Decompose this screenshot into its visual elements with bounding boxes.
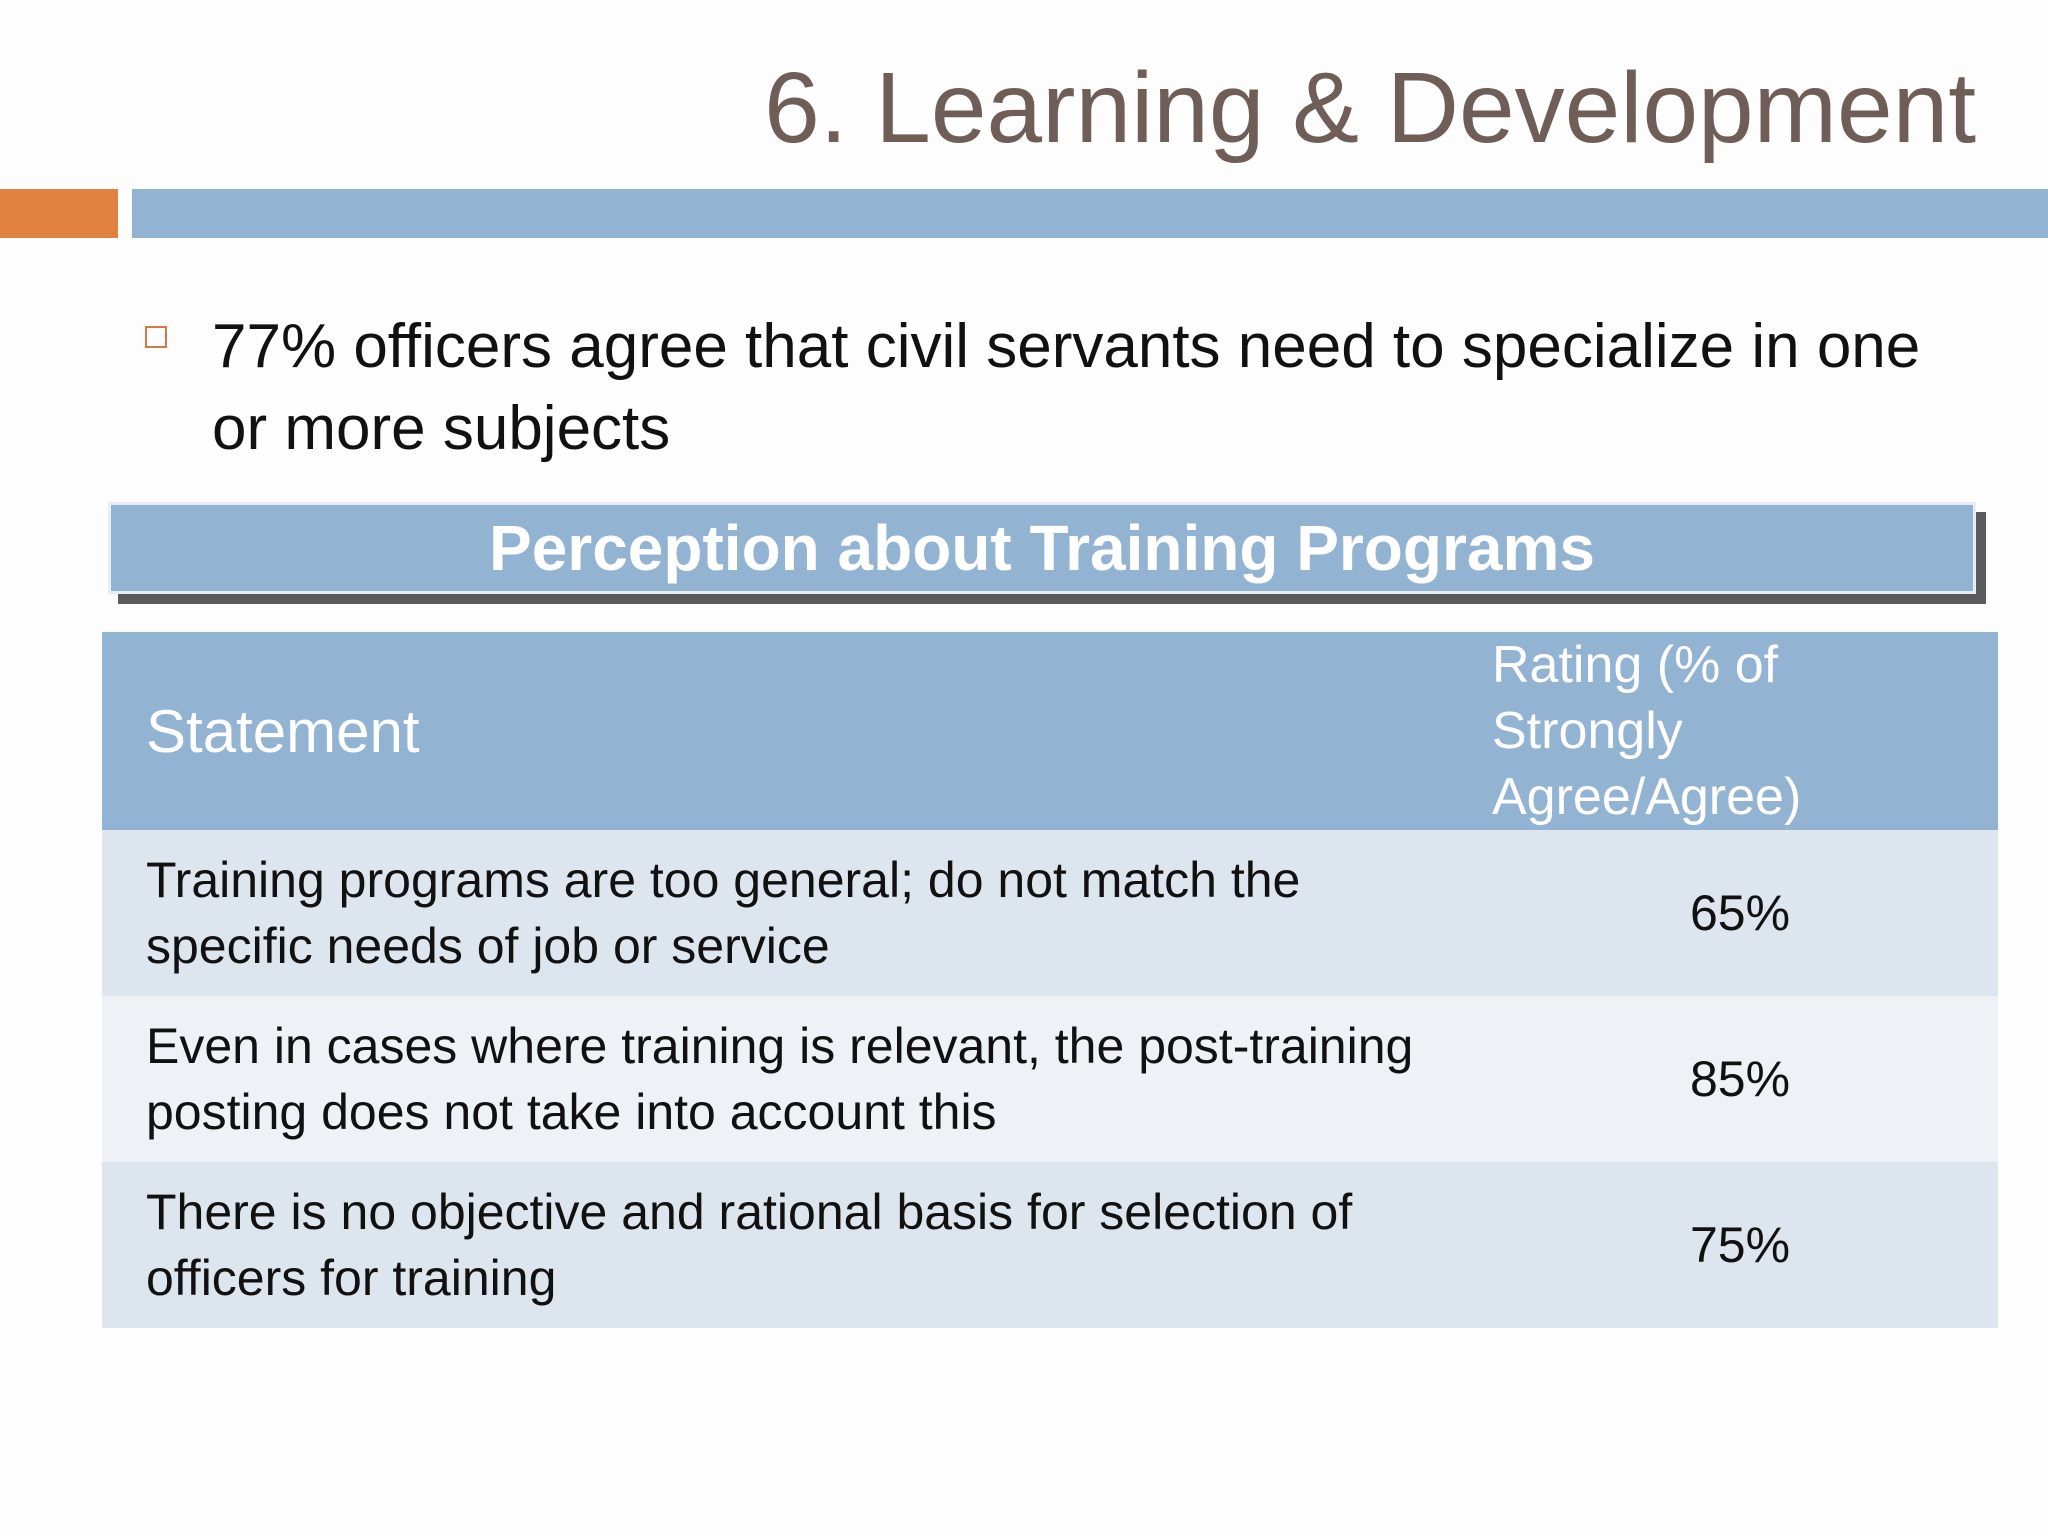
table-header-row: Statement Rating (% of Strongly Agree/Ag… [102,632,1998,830]
statement-cell: Even in cases where training is relevant… [102,996,1492,1162]
accent-bar [0,189,118,238]
column-header-statement: Statement [102,632,1492,830]
rating-cell: 75% [1492,1162,1998,1328]
table-title: Perception about Training Programs [108,502,1976,594]
bullet-text: 77% officers agree that civil servants n… [212,312,1921,463]
statement-cell: There is no objective and rational basis… [102,1162,1492,1328]
rating-cell: 65% [1492,830,1998,996]
header-divider-bar [132,189,2048,238]
column-header-rating: Rating (% of Strongly Agree/Agree) [1492,632,1998,830]
slide-title: 6. Learning & Development [764,52,1976,164]
bullet-square-icon [145,326,167,348]
statement-cell: Training programs are too general; do no… [102,830,1492,996]
rating-cell: 85% [1492,996,1998,1162]
perception-table: Statement Rating (% of Strongly Agree/Ag… [102,632,1998,1328]
table-row: There is no objective and rational basis… [102,1162,1998,1328]
table-row: Training programs are too general; do no… [102,830,1998,996]
table-row: Even in cases where training is relevant… [102,996,1998,1162]
